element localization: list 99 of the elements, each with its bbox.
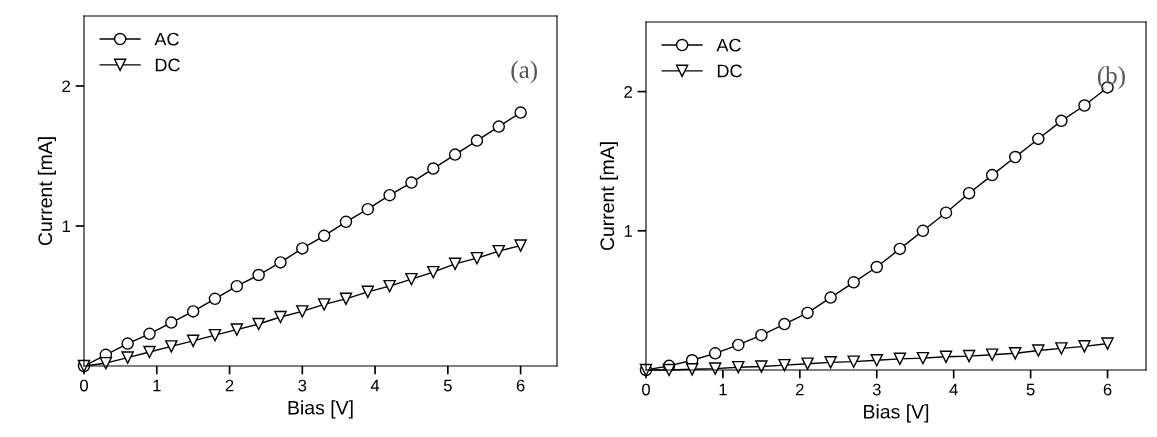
point [383, 279, 396, 293]
point [732, 338, 745, 352]
point [208, 328, 222, 342]
x-axis-title: Bias [V] [288, 400, 353, 419]
x-tick-label: 0 [642, 383, 650, 396]
x-tick-label: 1 [719, 383, 727, 396]
point [755, 328, 768, 342]
point [708, 347, 722, 360]
point [732, 360, 745, 374]
point [208, 292, 222, 306]
point [985, 168, 999, 182]
point [448, 148, 462, 161]
point [778, 358, 791, 372]
x-tick-label: 2 [225, 379, 234, 392]
annotation: (a) [511, 60, 537, 84]
legend-label: AC [154, 32, 179, 46]
point [165, 316, 178, 329]
point [99, 356, 113, 370]
point [230, 279, 244, 293]
point [870, 260, 884, 274]
point [893, 352, 907, 366]
point [252, 317, 265, 331]
point [916, 351, 930, 365]
point [893, 242, 907, 256]
point [230, 323, 244, 336]
point [427, 265, 440, 279]
point [824, 291, 837, 304]
x-tick-label: 5 [443, 379, 452, 392]
annotation: (b) [1097, 66, 1125, 90]
point [274, 310, 287, 324]
point [514, 106, 527, 119]
x-tick-label: 4 [949, 383, 958, 396]
point [296, 305, 309, 318]
point [847, 276, 860, 289]
point [1055, 342, 1068, 355]
legend-label: DC [717, 64, 742, 78]
legend-label: AC [716, 38, 741, 52]
point [939, 350, 953, 364]
point [755, 360, 768, 373]
x-tick-label: 6 [1103, 383, 1112, 396]
point [427, 162, 440, 175]
point [383, 188, 396, 202]
x-tick-label: 6 [516, 379, 525, 392]
point [186, 334, 200, 348]
point [1078, 340, 1091, 353]
x-tick-label: 3 [298, 379, 307, 392]
point [1032, 132, 1045, 146]
point [339, 215, 353, 229]
point [405, 272, 418, 286]
point [847, 355, 860, 368]
point [143, 327, 156, 341]
point [1008, 150, 1022, 164]
point [801, 357, 814, 370]
point [962, 186, 976, 200]
point [824, 356, 837, 369]
point [317, 229, 331, 243]
point [916, 224, 930, 238]
point [962, 349, 976, 363]
point [685, 363, 699, 376]
point [708, 362, 722, 375]
x-tick-label: 4 [370, 379, 380, 392]
point [492, 120, 506, 133]
point [121, 337, 134, 350]
point [470, 251, 484, 265]
point [339, 292, 353, 306]
point [470, 134, 484, 147]
point [143, 345, 156, 359]
point [1078, 99, 1091, 112]
point [186, 305, 200, 318]
x-axis-title: Bias [V] [864, 404, 929, 423]
point [361, 202, 375, 216]
point [870, 354, 884, 367]
point [121, 351, 134, 364]
point [296, 242, 309, 255]
x-tick-label: 0 [80, 379, 88, 392]
point [405, 176, 418, 189]
point [985, 348, 999, 361]
point [252, 268, 265, 282]
legend-label: DC [155, 58, 180, 72]
point [514, 239, 527, 252]
point [274, 256, 287, 269]
x-tick-label: 5 [1026, 383, 1035, 396]
point [448, 257, 462, 271]
point [317, 298, 331, 311]
x-tick-label: 3 [872, 383, 881, 396]
y-axis-title: Current [mA] [599, 142, 618, 251]
point [801, 306, 814, 320]
x-tick-label: 2 [796, 383, 804, 396]
point [1008, 347, 1022, 360]
point [361, 285, 375, 299]
point [1055, 114, 1068, 128]
y-axis-title: Current [mA] [37, 137, 56, 246]
point [165, 340, 178, 353]
point [1032, 344, 1045, 357]
x-tick-label: 1 [153, 379, 161, 392]
point [939, 206, 953, 219]
point [492, 244, 506, 258]
point [778, 317, 791, 331]
point [1101, 337, 1114, 350]
